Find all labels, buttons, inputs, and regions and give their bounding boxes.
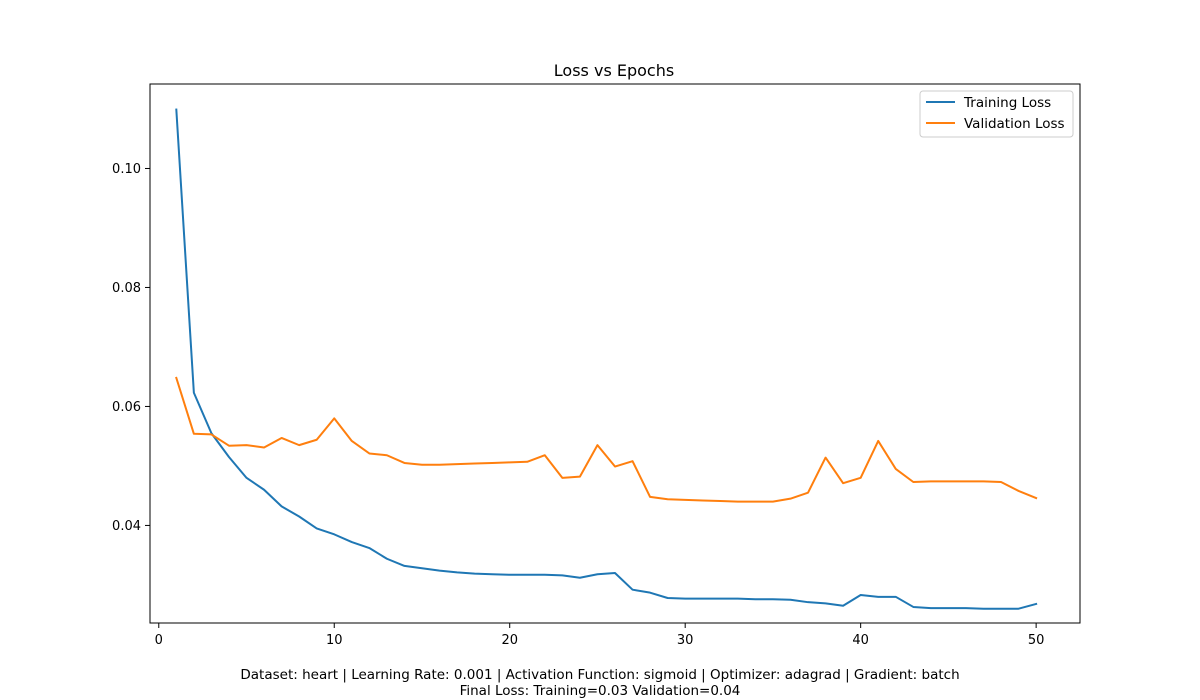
- series-layer: [175, 108, 1038, 610]
- legend-label-training-loss: Training Loss: [963, 95, 1051, 111]
- x-tick-label: 40: [852, 633, 869, 648]
- y-tick-label: 0.04: [112, 519, 141, 534]
- legend: Training Loss Validation Loss: [919, 90, 1074, 138]
- caption-line-1: Dataset: heart | Learning Rate: 0.001 | …: [240, 667, 959, 683]
- legend-box: [919, 90, 1074, 138]
- y-tick-label: 0.06: [112, 400, 141, 415]
- y-tick-label: 0.08: [112, 281, 141, 296]
- x-tick-label: 10: [326, 633, 343, 648]
- caption-line-2: Final Loss: Training=0.03 Validation=0.0…: [460, 683, 741, 699]
- plot-area: 0 10 20 30 40 50 0.04 0.06 0.08 0.10: [112, 83, 1081, 648]
- x-tick-label: 20: [501, 633, 518, 648]
- legend-label-validation-loss: Validation Loss: [964, 116, 1065, 132]
- y-tick-label: 0.10: [112, 162, 141, 177]
- y-axis: 0.04 0.06 0.08 0.10: [112, 162, 150, 534]
- chart-title: Loss vs Epochs: [554, 61, 674, 80]
- x-tick-label: 0: [155, 633, 163, 648]
- x-tick-label: 50: [1028, 633, 1045, 648]
- plot-frame: [149, 83, 1081, 624]
- x-axis: 0 10 20 30 40 50: [155, 623, 1045, 648]
- series-line-validation-loss: [175, 376, 1038, 503]
- series-line-training-loss: [175, 108, 1038, 610]
- x-tick-label: 30: [677, 633, 694, 648]
